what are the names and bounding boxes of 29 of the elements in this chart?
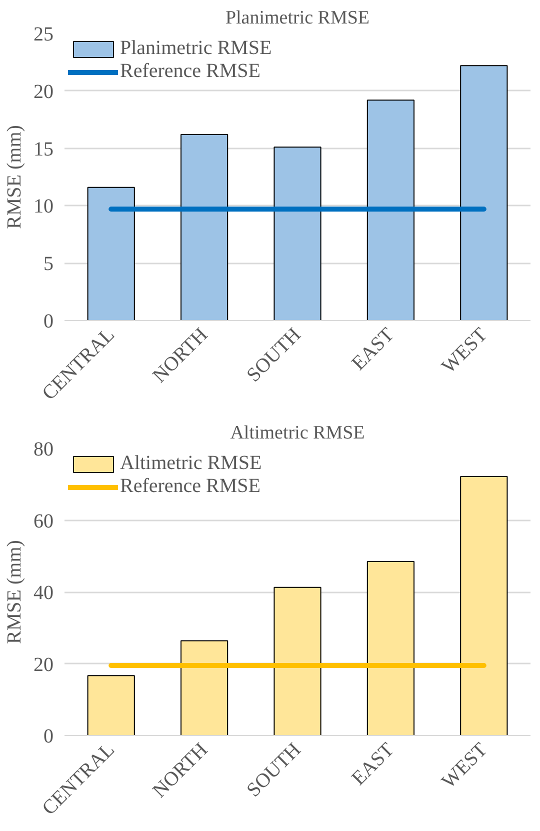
chart-title: Altimetric RMSE <box>230 422 365 444</box>
y-tick-label: 80 <box>34 438 54 460</box>
chart-title: Planimetric RMSE <box>225 8 370 28</box>
y-tick-label: 10 <box>34 196 54 218</box>
bar <box>180 640 228 736</box>
y-tick-label: 5 <box>44 253 54 276</box>
y-tick-label: 15 <box>34 138 54 160</box>
bar <box>460 476 508 736</box>
y-tick-label: 0 <box>44 726 54 748</box>
legend-label: Reference RMSE <box>120 60 261 83</box>
y-tick-label: 0 <box>44 310 54 332</box>
bar <box>366 100 414 320</box>
bar <box>366 561 414 736</box>
bar <box>460 65 508 320</box>
bar <box>87 186 135 320</box>
legend-label: Reference RMSE <box>120 475 261 498</box>
y-tick-label: 40 <box>34 582 54 604</box>
bar <box>180 134 228 320</box>
y-tick-label: 20 <box>34 654 54 676</box>
bar <box>87 675 135 736</box>
y-axis-title: RMSE (mm) <box>4 125 26 229</box>
y-axis-title: RMSE (mm) <box>4 540 26 644</box>
bar <box>274 586 322 736</box>
y-tick-label: 60 <box>34 510 54 532</box>
y-tick-label: 25 <box>34 24 54 46</box>
bar <box>274 146 322 320</box>
legend-label: Planimetric RMSE <box>120 37 272 60</box>
legend-label: Altimetric RMSE <box>120 452 262 475</box>
y-tick-label: 20 <box>34 80 54 103</box>
